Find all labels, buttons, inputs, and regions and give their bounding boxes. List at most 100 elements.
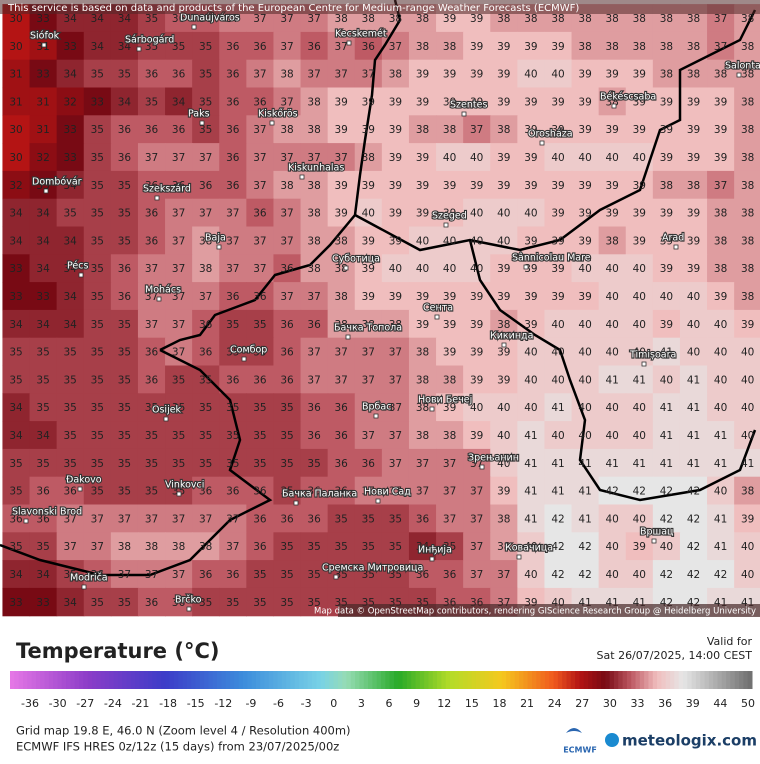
temp-value: 30 (9, 13, 22, 25)
temp-value: 35 (91, 124, 104, 136)
temp-cell (625, 31, 654, 61)
temp-cell (2, 448, 31, 478)
temp-value: 39 (416, 96, 429, 108)
temp-value: 35 (172, 458, 185, 470)
temp-value: 34 (9, 208, 23, 220)
city-marker (434, 314, 440, 320)
temp-cell (246, 143, 275, 172)
temp-cell (165, 254, 193, 283)
border (354, 9, 757, 252)
city-marker (43, 188, 49, 194)
temp-cell (598, 448, 627, 478)
temp-value: 40 (714, 374, 727, 386)
temp-cell (625, 393, 654, 422)
colorbar-cell (406, 671, 412, 689)
temp-cell (463, 365, 491, 394)
city-label: Szentes (450, 100, 487, 111)
temp-cell (734, 143, 760, 172)
brand[interactable]: meteologix.com (622, 732, 757, 750)
colorbar-cell (264, 671, 270, 689)
temp-value: 35 (145, 402, 158, 414)
temp-cell (110, 143, 139, 172)
temp-value: 40 (606, 291, 619, 303)
temp-value: 34 (9, 319, 23, 331)
temp-value: 39 (362, 180, 375, 192)
temp-cell (598, 170, 627, 200)
temp-cell (381, 59, 410, 89)
temp-value: 40 (633, 263, 646, 275)
city-marker (539, 140, 545, 146)
temp-value: 39 (389, 180, 402, 192)
temp-value: 35 (91, 430, 104, 442)
temp-cell (652, 226, 681, 255)
temp-cell (2, 170, 31, 200)
colorbar-cell (747, 671, 753, 689)
colorbar-cell (734, 671, 740, 689)
temp-cell (463, 337, 491, 367)
city-marker (523, 264, 529, 270)
temp-cell (544, 421, 573, 450)
temp-value: 36 (335, 402, 349, 414)
temp-value: 38 (687, 13, 700, 25)
temp-cell (679, 560, 708, 589)
temp-cell (517, 421, 546, 450)
city-label: Paks (188, 109, 210, 120)
colorbar-cell (268, 671, 274, 689)
temp-value: 39 (551, 41, 564, 53)
temp-cell (137, 226, 166, 255)
temp-value: 37 (172, 235, 185, 247)
colorbar-cell (514, 671, 520, 689)
temp-cell (273, 504, 302, 533)
temp-value: 35 (362, 513, 375, 525)
colorbar-cell (592, 671, 598, 689)
city-label: Timișoara (629, 350, 676, 361)
temp-cell (246, 87, 275, 116)
temp-cell (734, 476, 760, 506)
temp-value: 35 (389, 541, 402, 553)
temp-cell (137, 115, 166, 144)
temp-cell (29, 587, 58, 617)
temp-value: 41 (524, 430, 537, 442)
city-marker (375, 498, 381, 504)
temp-value: 37 (280, 152, 293, 164)
temp-cell (246, 198, 275, 228)
temp-value: 39 (470, 69, 483, 81)
temp-cell (219, 115, 247, 144)
temp-value: 39 (416, 69, 429, 81)
temp-value: 40 (633, 402, 646, 414)
colorbar-tick-label: -30 (49, 697, 67, 710)
temp-cell (734, 254, 760, 283)
temp-value: 39 (389, 124, 402, 136)
temp-value: 40 (633, 347, 646, 359)
temp-value: 37 (253, 13, 266, 25)
colorbar-cell (337, 671, 343, 689)
colorbar-cell (368, 671, 373, 689)
temp-value: 40 (551, 152, 564, 164)
temp-cell (29, 115, 58, 144)
colorbar-cell (204, 671, 209, 689)
brand-logo[interactable] (605, 733, 619, 747)
temp-cell (517, 532, 546, 561)
temp-cell (137, 59, 166, 89)
temp-value: 40 (687, 319, 700, 331)
temp-value: 30 (9, 41, 22, 53)
colorbar-tick-label: 15 (465, 697, 479, 710)
temp-value: 34 (36, 430, 50, 442)
colorbar-cell (130, 671, 136, 689)
temp-value: 39 (443, 13, 456, 25)
temp-cell (436, 282, 464, 311)
temp-value: 36 (91, 569, 105, 581)
temp-cell (219, 421, 247, 450)
temp-cell (463, 393, 491, 422)
temp-value: 40 (443, 152, 456, 164)
temp-value: 38 (145, 541, 158, 553)
temp-cell (219, 476, 247, 506)
temp-cell (327, 560, 356, 589)
temp-value: 41 (524, 513, 537, 525)
temp-cell (327, 393, 356, 422)
colorbar-cell (74, 671, 80, 689)
temp-value: 37 (64, 541, 77, 553)
temp-cell (110, 170, 139, 200)
temp-value: 37 (118, 569, 131, 581)
colorbar-cell (562, 671, 567, 689)
